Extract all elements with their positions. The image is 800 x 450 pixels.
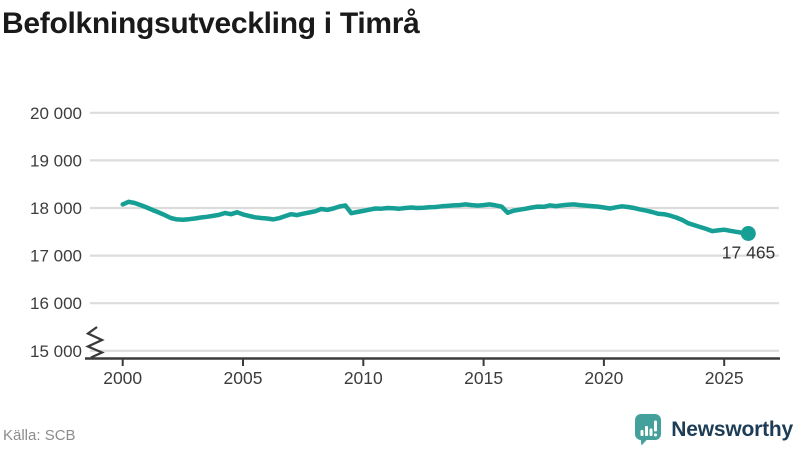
y-tick-label: 17 000 bbox=[30, 247, 82, 266]
x-tick-label: 2005 bbox=[224, 368, 263, 388]
x-tick-label: 2025 bbox=[705, 368, 744, 388]
end-value-label: 17 465 bbox=[722, 243, 776, 263]
y-tick-label: 18 000 bbox=[30, 199, 82, 218]
x-tick-label: 2010 bbox=[344, 368, 383, 388]
chart-title: Befolkningsutveckling i Timrå bbox=[2, 7, 420, 40]
x-tick-label: 2020 bbox=[584, 368, 623, 388]
x-tick-label: 2000 bbox=[103, 368, 142, 388]
newsworthy-logo[interactable]: Newsworthy bbox=[634, 413, 793, 446]
newsworthy-icon bbox=[635, 414, 662, 446]
newsworthy-brand-text: Newsworthy bbox=[671, 417, 793, 441]
population-series-line bbox=[120, 199, 751, 236]
y-tick-label: 20 000 bbox=[30, 104, 82, 123]
y-tick-label: 16 000 bbox=[30, 294, 82, 313]
x-tick-label: 2015 bbox=[464, 368, 503, 388]
y-tick-label: 19 000 bbox=[30, 151, 82, 170]
end-point-dot bbox=[740, 226, 756, 241]
axis-break-icon bbox=[85, 326, 105, 359]
source-label: Källa: SCB bbox=[3, 427, 76, 444]
population-line-chart: 20 000 19 000 18 000 17 000 16 000 15 000 2000… bbox=[30, 104, 780, 388]
y-tick-label: 15 000 bbox=[30, 342, 82, 361]
